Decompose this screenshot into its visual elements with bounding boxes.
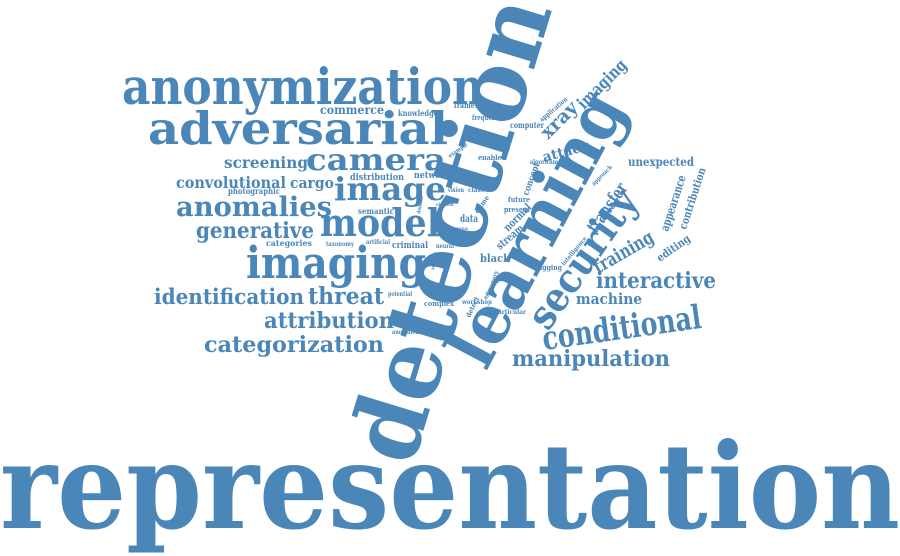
- word-anonymization: anonymization: [122, 57, 484, 116]
- word-commerce: commerce: [320, 103, 384, 117]
- word-future: future: [508, 195, 530, 204]
- word-neural: neural: [436, 243, 455, 250]
- word-distribution: distribution: [350, 173, 404, 183]
- word-camera: camera: [306, 143, 446, 178]
- word-anomalies: anomalies: [176, 192, 332, 223]
- word-algorithm: algorithm: [530, 159, 559, 166]
- word-element: element: [436, 202, 455, 208]
- word-domain: domain: [416, 195, 425, 214]
- word-complex: complex: [424, 299, 455, 308]
- word-categorization: categorization: [204, 332, 384, 358]
- word-threat: threat: [308, 283, 384, 310]
- word-machine: machine: [576, 290, 642, 308]
- word-data: data: [460, 214, 478, 225]
- word-imaging: imaging: [246, 238, 426, 289]
- word-setting: setting: [430, 251, 439, 270]
- word-identification: identification: [154, 284, 304, 309]
- word-photographic: photographic: [228, 186, 280, 196]
- word-enabled: enabled: [478, 153, 506, 162]
- word-bagging: bagging: [534, 263, 562, 272]
- word-taxonomy: taxonomy: [326, 241, 354, 248]
- word-anomalous: anomalous: [392, 329, 423, 336]
- word-present: present: [504, 205, 531, 214]
- word-area: area: [456, 226, 469, 232]
- word-semantic: semantic: [358, 206, 394, 216]
- word-computer: computer: [510, 120, 545, 130]
- word-model: model: [320, 200, 440, 245]
- word-potential: potential: [388, 291, 413, 298]
- word-frequency: frequency: [472, 113, 503, 122]
- word-framework: framework: [454, 100, 492, 110]
- word-representation: representation: [0, 417, 900, 556]
- word-screening: screening: [224, 153, 308, 172]
- word-editing: editing: [654, 232, 693, 265]
- word-convolutional: convolutional: [176, 173, 286, 192]
- word-adversarial: adversarial: [148, 102, 448, 155]
- word-generative: generative: [196, 218, 314, 244]
- word-particular: particular: [494, 309, 527, 316]
- word-network: network: [414, 171, 451, 181]
- word-class: class: [468, 187, 485, 194]
- word-image: image: [334, 170, 446, 208]
- word-cargo: cargo: [290, 174, 334, 192]
- word-black: black: [480, 252, 510, 265]
- word-vision: vision: [447, 187, 464, 194]
- word-knowledge: knowledge: [398, 108, 438, 118]
- word-attribution: attribution: [264, 308, 394, 334]
- word-categories: categories: [266, 238, 312, 248]
- word-manipulation: manipulation: [512, 346, 670, 372]
- word-interactive: interactive: [596, 268, 716, 294]
- word-unexpected: unexpected: [628, 155, 695, 169]
- word-artificial: artificial: [366, 239, 391, 246]
- word-criminal: criminal: [392, 241, 428, 251]
- word-object: object: [544, 175, 554, 193]
- word-workshop: workshop: [461, 299, 492, 306]
